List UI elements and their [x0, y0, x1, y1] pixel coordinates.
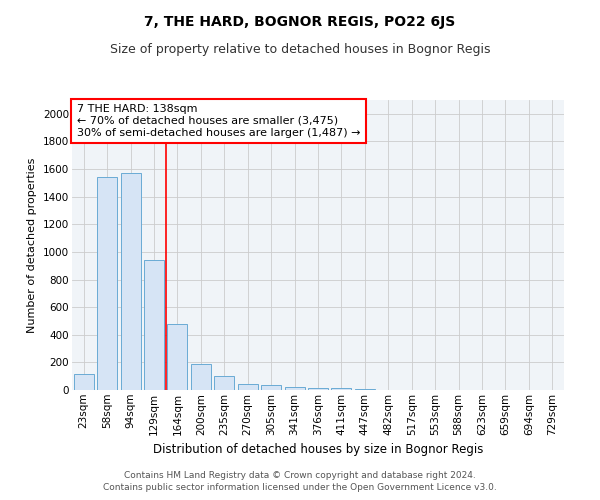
Bar — [167, 324, 187, 390]
Bar — [261, 385, 281, 390]
Bar — [121, 173, 140, 390]
Bar — [97, 178, 117, 390]
Text: 7, THE HARD, BOGNOR REGIS, PO22 6JS: 7, THE HARD, BOGNOR REGIS, PO22 6JS — [145, 15, 455, 29]
Bar — [284, 387, 305, 390]
Bar — [308, 388, 328, 390]
Text: Contains HM Land Registry data © Crown copyright and database right 2024.
Contai: Contains HM Land Registry data © Crown c… — [103, 471, 497, 492]
Bar — [144, 260, 164, 390]
X-axis label: Distribution of detached houses by size in Bognor Regis: Distribution of detached houses by size … — [153, 443, 483, 456]
Bar — [331, 388, 352, 390]
Bar — [214, 376, 234, 390]
Bar — [191, 364, 211, 390]
Y-axis label: Number of detached properties: Number of detached properties — [28, 158, 37, 332]
Text: Size of property relative to detached houses in Bognor Regis: Size of property relative to detached ho… — [110, 42, 490, 56]
Bar — [238, 384, 257, 390]
Text: 7 THE HARD: 138sqm
← 70% of detached houses are smaller (3,475)
30% of semi-deta: 7 THE HARD: 138sqm ← 70% of detached hou… — [77, 104, 361, 138]
Bar — [74, 374, 94, 390]
